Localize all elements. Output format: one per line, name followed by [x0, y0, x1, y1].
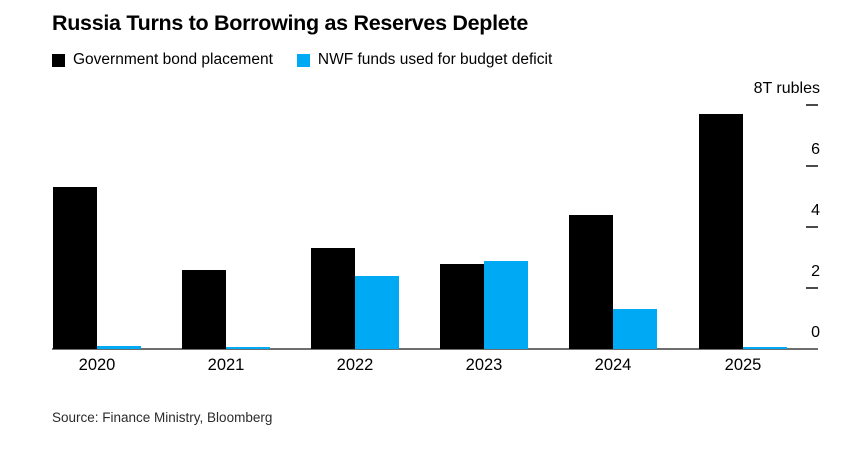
legend-item-nwf-funds: NWF funds used for budget deficit [296, 51, 553, 69]
y-axis-tick-2 [806, 287, 818, 289]
bar-nwf-funds-2021 [226, 347, 270, 349]
source-note: Source: Finance Ministry, Bloomberg [52, 410, 273, 425]
y-axis-tick-8 [806, 104, 818, 106]
y-axis-tick-6 [806, 165, 818, 167]
bar-nwf-funds-2024 [613, 309, 657, 349]
y-axis-label-2: 2 [811, 263, 820, 280]
legend: Government bond placement NWF funds used… [52, 51, 552, 69]
bar-nwf-funds-2022 [355, 275, 399, 349]
bar-bond-placement-2022 [311, 248, 355, 349]
y-axis-tick-4 [806, 226, 818, 228]
bar-bond-placement-2023 [440, 263, 484, 349]
y-axis-label-4: 4 [811, 202, 820, 219]
bar-nwf-funds-2025 [743, 347, 787, 349]
x-axis-label-2020: 2020 [78, 356, 116, 374]
x-axis-label-2021: 2021 [207, 356, 245, 374]
x-axis-label-2025: 2025 [724, 356, 762, 374]
legend-label-bond-placement: Government bond placement [73, 51, 273, 68]
y-axis-label-6: 6 [811, 141, 820, 158]
bar-bond-placement-2025 [699, 114, 743, 349]
y-axis-label-8: 8T rubles [753, 80, 820, 97]
legend-label-nwf-funds: NWF funds used for budget deficit [317, 51, 553, 68]
bar-nwf-funds-2023 [484, 260, 528, 349]
bar-bond-placement-2024 [569, 214, 613, 349]
legend-swatch-blue-icon [296, 53, 310, 67]
chart-title: Russia Turns to Borrowing as Reserves De… [52, 11, 528, 35]
legend-item-bond-placement: Government bond placement [52, 51, 273, 69]
y-axis-label-0: 0 [811, 324, 820, 341]
x-axis-line [52, 348, 818, 350]
x-axis-label-2022: 2022 [336, 356, 374, 374]
bar-nwf-funds-2020 [97, 345, 141, 349]
bar-bond-placement-2021 [182, 269, 226, 349]
legend-swatch-black-icon [52, 53, 65, 67]
x-axis-label-2023: 2023 [465, 356, 503, 374]
bar-bond-placement-2020 [53, 187, 97, 349]
x-axis-label-2024: 2024 [594, 356, 632, 374]
